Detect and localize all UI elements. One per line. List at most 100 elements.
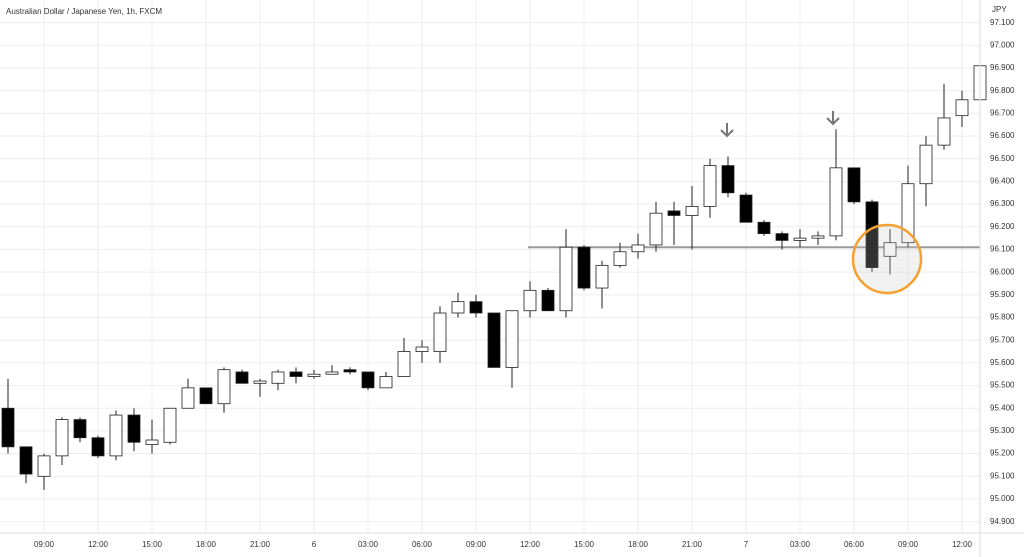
x-tick-label: 6: [312, 540, 317, 549]
x-tick-label: 18:00: [628, 540, 649, 549]
x-tick-label: 03:00: [358, 540, 379, 549]
candle-body: [901, 183, 915, 244]
x-tick-label: 09:00: [466, 540, 487, 549]
candle-body: [847, 167, 861, 203]
y-tick-label: 95.200: [990, 449, 1015, 458]
candle-body: [199, 387, 213, 405]
candle-body: [325, 371, 339, 375]
candle-body: [163, 407, 177, 443]
candle-body: [361, 371, 375, 389]
candle-body: [217, 369, 231, 405]
candle-body: [721, 165, 735, 194]
y-tick-label: 96.000: [990, 267, 1015, 276]
y-tick-label: 96.600: [990, 131, 1015, 140]
candle-body: [181, 387, 195, 409]
y-tick-label: 95.400: [990, 403, 1015, 412]
candle-body: [937, 117, 951, 146]
candle-body: [829, 167, 843, 237]
y-tick-label: 95.900: [990, 290, 1015, 299]
y-tick-label: 95.500: [990, 381, 1015, 390]
y-tick-label: 96.100: [990, 245, 1015, 254]
candle-body: [703, 165, 717, 207]
candle-body: [19, 446, 33, 475]
x-tick-label: 09:00: [34, 540, 55, 549]
candle-body: [955, 99, 969, 117]
candle-body: [757, 221, 771, 235]
y-tick-label: 95.100: [990, 471, 1015, 480]
candle-body: [397, 351, 411, 377]
y-tick-label: 95.300: [990, 426, 1015, 435]
candle-body: [523, 289, 537, 312]
candle-body: [505, 310, 519, 368]
candle-body: [109, 414, 123, 457]
x-tick-label: 06:00: [412, 540, 433, 549]
y-tick-label: 97.100: [990, 18, 1015, 27]
candle-body: [91, 437, 105, 457]
y-tick-label: 96.900: [990, 63, 1015, 72]
candle-body: [631, 244, 645, 253]
candle-body: [253, 380, 267, 384]
y-axis-label: JPY: [992, 5, 1007, 14]
x-tick-label: 15:00: [574, 540, 595, 549]
chart-title: Australian Dollar / Japanese Yen, 1h, FX…: [6, 7, 162, 16]
y-tick-label: 95.600: [990, 358, 1015, 367]
x-tick-label: 12:00: [952, 540, 973, 549]
candle-body: [541, 289, 555, 312]
y-tick-label: 96.700: [990, 109, 1015, 118]
x-tick-label: 18:00: [196, 540, 217, 549]
candle-body: [343, 369, 357, 373]
candle-body: [793, 237, 807, 241]
y-tick-label: 95.000: [990, 494, 1015, 503]
candle-body: [649, 212, 663, 246]
highlight-circle: [851, 223, 923, 295]
y-tick-label: 97.000: [990, 40, 1015, 49]
x-tick-label: 09:00: [898, 540, 919, 549]
y-tick-label: 96.400: [990, 177, 1015, 186]
candle-body: [415, 346, 429, 352]
candle-body: [613, 251, 627, 266]
x-tick-label: 03:00: [790, 540, 811, 549]
x-tick-label: 21:00: [682, 540, 703, 549]
candle-body: [145, 439, 159, 445]
candle-body: [55, 419, 69, 457]
y-tick-label: 94.900: [990, 517, 1015, 526]
candle-body: [379, 376, 393, 389]
arrow: [720, 123, 734, 138]
candle-body: [667, 210, 681, 216]
candle-body: [685, 205, 699, 216]
candle-body: [271, 371, 285, 384]
candle-body: [235, 371, 249, 384]
candle-body: [919, 144, 933, 185]
x-tick-label: 12:00: [520, 540, 541, 549]
candle-body: [433, 312, 447, 352]
y-tick-label: 95.800: [990, 313, 1015, 322]
x-tick-label: 7: [744, 540, 749, 549]
candle-body: [739, 194, 753, 223]
candle-body: [1, 407, 15, 448]
y-tick-label: 96.300: [990, 199, 1015, 208]
candle-body: [577, 246, 591, 289]
candle-body: [127, 414, 141, 443]
candle-body: [451, 301, 465, 314]
x-tick-label: 06:00: [844, 540, 865, 549]
candle-body: [469, 301, 483, 314]
candle-body: [289, 371, 303, 377]
candle-body: [811, 235, 825, 239]
x-tick-label: 12:00: [88, 540, 109, 549]
x-tick-label: 21:00: [250, 540, 271, 549]
candle-body: [883, 242, 897, 257]
x-tick-label: 15:00: [142, 540, 163, 549]
candle-body: [487, 312, 501, 368]
y-tick-label: 95.700: [990, 335, 1015, 344]
candle-body: [559, 246, 573, 312]
candle-body: [775, 233, 789, 241]
y-tick-label: 96.500: [990, 154, 1015, 163]
candle-body: [73, 419, 87, 439]
arrow: [826, 111, 840, 126]
candle-body: [595, 264, 609, 289]
y-tick-label: 96.200: [990, 222, 1015, 231]
y-tick-label: 96.800: [990, 86, 1015, 95]
